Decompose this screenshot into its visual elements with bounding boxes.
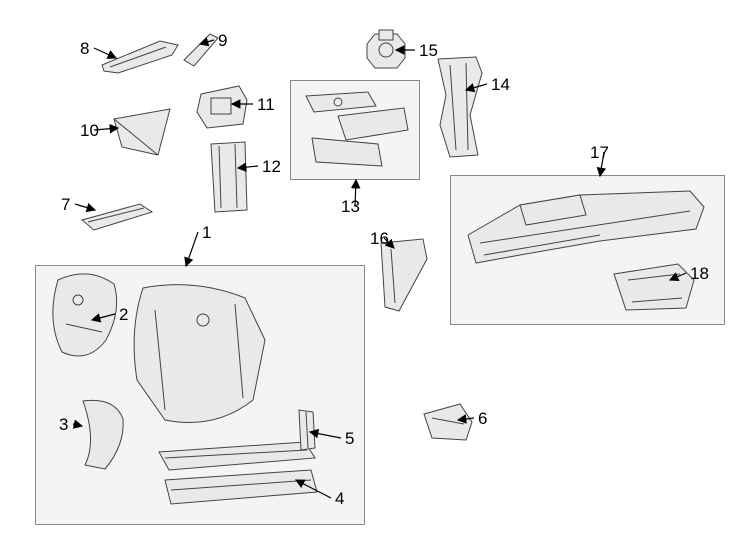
- callout-label-6: 6: [478, 410, 487, 427]
- callout-label-18: 18: [690, 265, 709, 282]
- part-9: [180, 28, 220, 68]
- callout-label-13: 13: [341, 198, 360, 215]
- part-11: [195, 82, 250, 132]
- callout-label-14: 14: [491, 76, 510, 93]
- callout-label-5: 5: [345, 430, 354, 447]
- part-14: [430, 55, 485, 160]
- part-10: [110, 105, 175, 160]
- callout-label-12: 12: [262, 158, 281, 175]
- part-6: [420, 400, 475, 445]
- callout-label-17: 17: [590, 144, 609, 161]
- part-15: [365, 28, 407, 70]
- parts-diagram: 123456789101112131415161718: [0, 0, 734, 540]
- part-12: [205, 140, 250, 215]
- part-1: [125, 280, 275, 435]
- callout-label-4: 4: [335, 490, 344, 507]
- callout-label-8: 8: [80, 40, 89, 57]
- part-7: [80, 200, 155, 232]
- part-18: [608, 260, 698, 315]
- callout-label-2: 2: [119, 306, 128, 323]
- callout-label-3: 3: [59, 416, 68, 433]
- part-8: [100, 35, 180, 75]
- callout-label-1: 1: [202, 224, 211, 241]
- callout-label-15: 15: [419, 42, 438, 59]
- callout-label-16: 16: [370, 230, 389, 247]
- callout-label-10: 10: [80, 122, 99, 139]
- part-13: [298, 88, 412, 173]
- callout-label-11: 11: [257, 96, 275, 113]
- callout-label-7: 7: [61, 196, 70, 213]
- callout-label-9: 9: [218, 32, 227, 49]
- part-5: [295, 408, 317, 453]
- part-3: [75, 395, 130, 475]
- part-2: [48, 270, 123, 365]
